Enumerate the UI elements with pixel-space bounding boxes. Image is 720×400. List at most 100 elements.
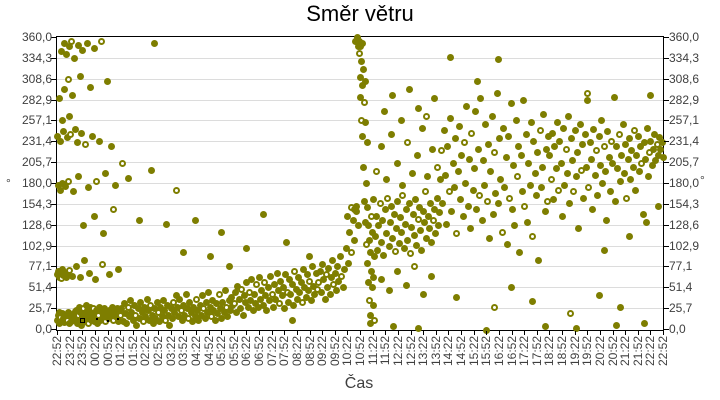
data-point (311, 290, 319, 298)
data-point (242, 245, 250, 253)
data-point (337, 272, 345, 280)
data-point (659, 153, 667, 161)
data-point (151, 40, 159, 47)
x-tick (70, 331, 71, 335)
data-point (226, 263, 234, 271)
y-tick-label-right: 360,0 (669, 30, 700, 44)
data-point (655, 202, 663, 210)
data-point (599, 180, 607, 187)
data-point (142, 313, 150, 321)
data-point (395, 240, 403, 248)
data-point (566, 310, 574, 318)
data-point (57, 137, 65, 145)
data-point (61, 183, 69, 191)
chart-title: Směr větru (306, 1, 414, 26)
data-point (616, 178, 624, 186)
data-point (317, 289, 325, 297)
data-point (135, 315, 143, 323)
data-point (359, 82, 367, 90)
data-point (303, 271, 311, 279)
data-point (420, 219, 428, 227)
data-point (361, 197, 369, 205)
y-tick-label-left: 51,4 (28, 280, 52, 294)
data-point (238, 285, 246, 293)
data-point (291, 267, 299, 275)
data-point (351, 236, 359, 244)
data-point (191, 313, 199, 321)
y-tick-label-right: 0,0 (669, 322, 686, 336)
data-point (476, 192, 484, 200)
data-point (175, 313, 183, 321)
data-point (78, 321, 86, 329)
data-point (397, 116, 405, 124)
y-gridline (57, 266, 663, 267)
data-point (441, 171, 449, 179)
data-point (594, 192, 602, 200)
data-point (248, 276, 256, 284)
data-point (531, 170, 539, 178)
data-point (127, 297, 135, 305)
data-point (536, 127, 544, 135)
data-point (65, 177, 73, 185)
data-point (545, 132, 553, 140)
data-point (269, 303, 277, 311)
data-point (101, 305, 109, 313)
x-tick (82, 331, 83, 335)
data-point (400, 245, 408, 253)
data-point (363, 139, 371, 147)
x-tick (448, 331, 449, 335)
data-point (284, 298, 292, 306)
data-point (526, 181, 534, 189)
data-point (427, 199, 435, 207)
data-point (419, 290, 427, 298)
data-point (332, 287, 340, 295)
data-point (70, 188, 78, 196)
data-point (212, 300, 220, 308)
data-point (364, 204, 372, 212)
data-point (162, 220, 170, 228)
data-point (192, 295, 200, 303)
data-point (443, 220, 451, 228)
data-point (430, 206, 438, 214)
data-point (321, 295, 329, 303)
data-point (516, 249, 524, 257)
data-point (393, 224, 401, 232)
data-point (79, 313, 87, 321)
data-point (106, 271, 114, 279)
data-point (656, 134, 664, 142)
data-point (108, 142, 116, 150)
data-point (257, 295, 265, 303)
data-point (415, 324, 423, 332)
data-point (639, 210, 647, 218)
data-point (187, 308, 195, 316)
data-point (380, 251, 388, 259)
y-gridline (57, 287, 663, 288)
data-point (634, 132, 642, 140)
data-point (54, 132, 62, 140)
data-point (353, 33, 361, 41)
data-point (148, 166, 156, 174)
data-point (354, 222, 362, 230)
data-point (377, 238, 385, 246)
data-point (500, 124, 507, 132)
data-point (483, 197, 491, 205)
data-point (595, 132, 603, 140)
data-point (289, 316, 297, 324)
data-point (267, 272, 275, 280)
x-tick (373, 331, 374, 335)
data-point (502, 153, 510, 161)
data-point (652, 157, 660, 165)
data-point (75, 41, 83, 49)
data-point (344, 259, 352, 267)
data-point (153, 298, 161, 306)
data-point (553, 118, 561, 126)
data-point (279, 284, 287, 292)
y-gridline (57, 141, 663, 142)
data-point (76, 72, 84, 80)
y-tick-label-right: 334,3 (669, 51, 700, 65)
data-point (438, 147, 446, 155)
data-point (281, 305, 289, 313)
data-point (367, 319, 375, 327)
y-axis-unit-right: ° (700, 173, 705, 187)
data-point (63, 51, 71, 59)
